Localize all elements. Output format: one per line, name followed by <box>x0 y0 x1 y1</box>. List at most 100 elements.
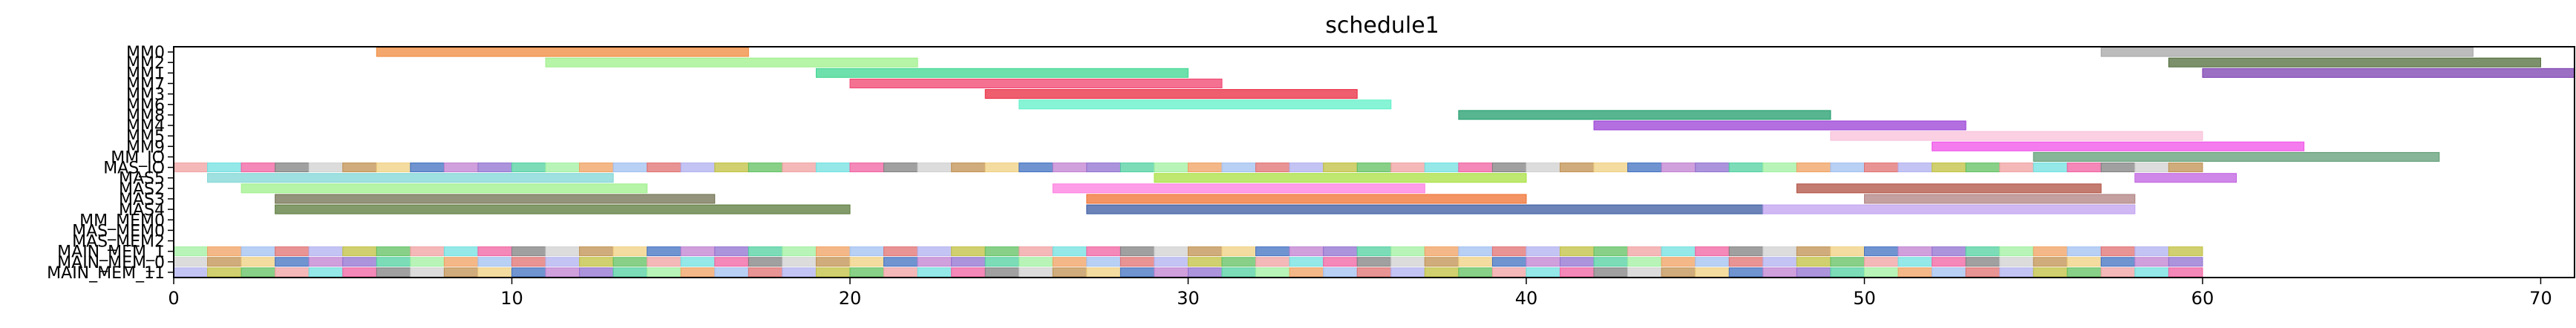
strip-bar <box>275 267 310 278</box>
y-tick-label: MM8 <box>126 107 165 125</box>
x-tick-label: 10 <box>500 288 523 309</box>
x-tick-label: 40 <box>1515 288 1538 309</box>
strip-bar <box>1424 257 1459 267</box>
task-bar <box>1052 183 1425 194</box>
strip-bar <box>511 267 546 278</box>
strip-bar <box>1390 163 1425 173</box>
strip-bar <box>1932 267 1967 278</box>
y-tick-label: MM_MEM0 <box>79 211 165 230</box>
strip-bar <box>443 267 479 278</box>
strip-bar <box>1897 257 1933 267</box>
strip-bar <box>984 246 1020 257</box>
strip-bar <box>1932 257 1967 267</box>
strip-bar <box>1863 246 1899 257</box>
strip-bar <box>951 246 986 257</box>
strip-bar <box>545 246 581 257</box>
strip-bar <box>917 267 952 278</box>
y-tick-label: MAS4 <box>119 201 165 220</box>
strip-bar <box>1627 267 1662 278</box>
y-tick-label: MAS2 <box>119 180 165 199</box>
x-axis-ticks: 0 10 20 30 40 50 60 70 <box>168 278 2552 309</box>
strip-bar <box>1323 163 1358 173</box>
strip-bar <box>1593 246 1629 257</box>
task-bar <box>1086 204 1764 214</box>
strip-bar <box>1999 163 2034 173</box>
task-bar <box>2134 173 2237 183</box>
strip-bar <box>2067 246 2102 257</box>
strip-bar <box>1796 163 1831 173</box>
strip-bar <box>849 163 885 173</box>
strip-bar <box>1289 257 1324 267</box>
strip-bar <box>1560 246 1595 257</box>
strip-bar <box>1526 257 1561 267</box>
bars-layer <box>173 47 2575 278</box>
strip-bar <box>748 257 783 267</box>
strip-bar <box>1154 163 1189 173</box>
task-bar <box>849 78 1223 88</box>
plot-frame <box>173 46 2575 278</box>
strip-bar <box>2100 267 2136 278</box>
strip-bar <box>1593 163 1629 173</box>
strip-bar <box>1086 163 1121 173</box>
task-bar <box>2100 47 2474 57</box>
strip-bar <box>1052 246 1088 257</box>
strip-bar <box>680 163 716 173</box>
strip-bar <box>1458 267 1493 278</box>
y-tick-label: MAS_MEM2 <box>72 233 165 252</box>
strip-bar <box>545 267 581 278</box>
strip-bar <box>173 257 209 267</box>
y-tick-label: MM2 <box>126 54 165 73</box>
strip-bar <box>308 257 344 267</box>
y-tick-label: MM4 <box>126 117 165 136</box>
strip-bar <box>2134 246 2169 257</box>
strip-bar <box>410 257 445 267</box>
strip-bar <box>782 246 817 257</box>
task-bar <box>241 183 648 194</box>
y-tick-label: MM1 <box>126 65 165 83</box>
strip-bar <box>1796 267 1831 278</box>
strip-bar <box>883 267 918 278</box>
strip-bar <box>1830 257 1865 267</box>
y-tick-label: MM5 <box>126 128 165 146</box>
strip-bar <box>680 246 716 257</box>
strip-bar <box>647 267 681 278</box>
strip-bar <box>579 246 614 257</box>
strip-bar <box>1661 257 1696 267</box>
x-tick-label: 30 <box>1177 288 1200 309</box>
strip-bar <box>714 257 749 267</box>
x-tick-label: 50 <box>1853 288 1876 309</box>
strip-bar <box>1999 267 2034 278</box>
strip-bar <box>1323 246 1358 257</box>
y-tick-label: MM3 <box>126 86 165 105</box>
strip-bar <box>1356 163 1392 173</box>
strip-bar <box>2033 267 2068 278</box>
strip-bar <box>1695 163 1730 173</box>
strip-bar <box>1424 246 1459 257</box>
strip-bar <box>443 163 479 173</box>
strip-bar <box>647 246 681 257</box>
strip-bar <box>1154 257 1189 267</box>
strip-bar <box>342 257 377 267</box>
strip-bar <box>207 246 242 257</box>
strip-bar <box>1086 246 1121 257</box>
strip-bar <box>782 163 817 173</box>
strip-bar <box>545 163 581 173</box>
strip-bar <box>1187 267 1223 278</box>
strip-bar <box>342 163 377 173</box>
strip-bar <box>1255 267 1290 278</box>
strip-bar <box>1356 267 1392 278</box>
strip-bar <box>714 246 749 257</box>
strip-bar <box>2168 163 2203 173</box>
strip-bar <box>1762 246 1797 257</box>
strip-bar <box>1728 163 1764 173</box>
strip-bar <box>376 163 411 173</box>
strip-bar <box>612 257 648 267</box>
strip-bar <box>1999 257 2034 267</box>
task-bar <box>984 89 1358 99</box>
strip-bar <box>443 246 479 257</box>
strip-bar <box>1289 163 1324 173</box>
strip-bar <box>579 257 614 267</box>
strip-bar <box>1052 257 1088 267</box>
strip-bar <box>241 267 276 278</box>
strip-bar <box>2100 257 2136 267</box>
